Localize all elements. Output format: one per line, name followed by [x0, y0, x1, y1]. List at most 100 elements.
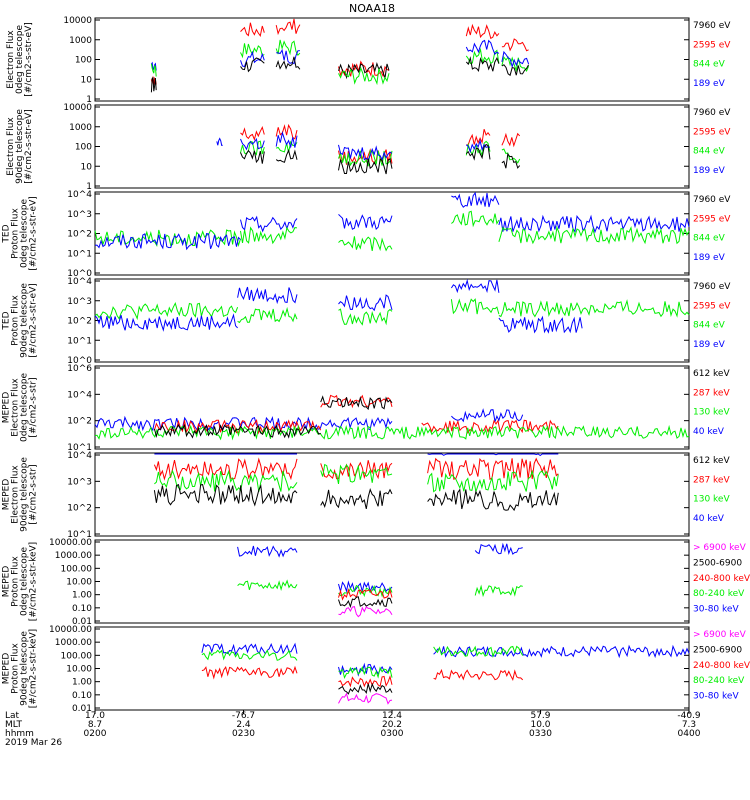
legend-entry: 30-80 keV: [693, 692, 739, 702]
y-tick-label: 10^3: [67, 210, 92, 220]
y-axis-label: Electron Flux0deg telescope[#/cm2-s-str-…: [6, 22, 34, 97]
series-black: [320, 395, 393, 411]
series-red: [320, 394, 393, 409]
series-black: [240, 57, 265, 73]
y-axis-label-line: 0deg telescope: [20, 199, 30, 269]
panel-frame: [94, 17, 690, 102]
x-tick-label-mlt: 8.7: [88, 720, 102, 730]
x-tick-label-lat: -76.7: [232, 711, 255, 721]
series-blue: [338, 662, 393, 677]
series-blue: [94, 313, 238, 332]
legend-entry: 7960 eV: [693, 282, 731, 292]
legend-entry: 189 eV: [693, 79, 726, 89]
y-axis-label: TEDProton Flux90deg telescope[#/cm2-s-st…: [2, 283, 39, 358]
series-green: [338, 308, 393, 326]
legend-entry: 40 keV: [693, 427, 725, 437]
series-black: [501, 152, 521, 169]
panel-frame: [94, 278, 690, 363]
panel-8: 10000.00 1000.00 100.00 10.00 1.00 0.10 0.01 ME…: [2, 625, 750, 714]
y-tick-label: 10^4: [67, 451, 92, 461]
series-green: [320, 463, 393, 484]
series-black: [153, 423, 321, 439]
y-axis-label-line: 90deg telescope: [15, 109, 25, 184]
legend-entry: 844 eV: [693, 234, 726, 244]
y-tick-label: 10^2: [67, 504, 92, 514]
legend-entry: 189 eV: [693, 340, 726, 350]
series-blue: [427, 453, 559, 457]
series-red: [275, 18, 301, 36]
legend-entry: 612 keV: [693, 369, 730, 379]
y-tick-label: 10.00: [66, 665, 92, 675]
series-green: [433, 645, 524, 658]
chart-title: NOAA18: [349, 2, 395, 15]
y-tick-label: 1000: [69, 123, 92, 133]
legend-entry: 844 eV: [693, 60, 726, 70]
legend-entry: 287 keV: [693, 388, 730, 398]
y-tick-label: 1.00: [72, 591, 92, 601]
series-green: [338, 149, 393, 167]
legend-entry: 2595 eV: [693, 40, 731, 50]
y-tick-label: 10^1: [67, 249, 92, 259]
y-tick-label: 10^0: [67, 356, 92, 366]
series-green: [501, 56, 530, 73]
legend-entry: > 6900 keV: [693, 630, 747, 640]
y-axis-label-line: Electron Flux: [6, 117, 16, 176]
legend-entry: 130 keV: [693, 495, 730, 505]
panel-4: 10^4 10^3 10^2 10^1 10^0 TEDProton Flux90deg …: [2, 277, 732, 366]
y-axis-label-line: 0deg telescope: [20, 373, 30, 443]
panel-2: 10000 1000 100 10 1 Electron Flux90deg telesc…: [6, 103, 731, 192]
y-axis-label-line: [#/cm2-s-str-keV]: [29, 542, 39, 621]
series-blue: [498, 214, 690, 234]
series-green: [240, 226, 298, 245]
legend-entry: 40 keV: [693, 514, 725, 524]
panel-7: 10000.00 1000.00 100.00 10.00 1.00 0.10 0.01 ME…: [2, 538, 750, 627]
series-green: [451, 210, 500, 228]
series-magenta: [338, 692, 393, 705]
series-black: [240, 149, 265, 164]
y-tick-label: 10^2: [67, 317, 92, 327]
y-tick-label: 10000.00: [49, 625, 92, 635]
footer-row-label: MLT: [5, 720, 23, 730]
series-green: [94, 229, 241, 248]
y-axis-label-line: [#/cm2-s-str]: [29, 377, 39, 437]
y-tick-label: 10000.00: [49, 538, 92, 548]
x-tick-label-mlt: 2.4: [236, 720, 251, 730]
x-tick-label-lat: -40.9: [677, 711, 701, 721]
y-tick-label: 100: [75, 143, 92, 153]
series-green: [276, 140, 298, 153]
y-axis-label-line: 0deg telescope: [20, 547, 30, 617]
y-axis-label-line: Proton Flux: [11, 208, 21, 259]
y-tick-label: 10: [81, 162, 93, 172]
series-black: [150, 76, 157, 93]
y-axis-label-line: 90deg telescope: [20, 457, 30, 532]
y-axis-label-line: Proton Flux: [11, 643, 21, 694]
y-axis-label-line: [#/cm2-s-str]: [29, 464, 39, 524]
y-axis-label-line: Proton Flux: [11, 295, 21, 346]
legend-entry: 80-240 keV: [693, 676, 745, 686]
legend-entry: 189 eV: [693, 253, 726, 263]
series-blue: [501, 50, 530, 69]
series-blue: [474, 542, 523, 556]
y-tick-label: 0.10: [72, 604, 92, 614]
series-black: [338, 682, 393, 695]
legend-entry: 2500-6900: [693, 558, 742, 568]
series-red: [338, 675, 393, 688]
panel-frame: [94, 452, 690, 537]
series-red: [465, 23, 500, 40]
x-tick-label-hhmm: 0200: [84, 729, 107, 739]
y-tick-label: 10^4: [67, 277, 92, 287]
series-blue: [94, 233, 241, 251]
y-axis-label: MEPEDElectron Flux90deg telescope[#/cm2-…: [2, 457, 39, 532]
series-black: [275, 148, 298, 163]
y-tick-label: 1.00: [72, 678, 92, 688]
panel-frame: [94, 626, 690, 711]
y-axis-label-line: Proton Flux: [11, 556, 21, 607]
series-green: [498, 299, 690, 318]
panel-6: 10^4 10^3 10^2 10^1 MEPEDElectron Flux90deg …: [2, 451, 731, 540]
series-green: [94, 424, 393, 441]
series-green: [237, 579, 298, 592]
series-black: [275, 56, 301, 70]
y-axis-label-line: [#/cm2-s-str-eV]: [24, 22, 34, 97]
date-label: 2019 Mar 26: [5, 738, 62, 748]
